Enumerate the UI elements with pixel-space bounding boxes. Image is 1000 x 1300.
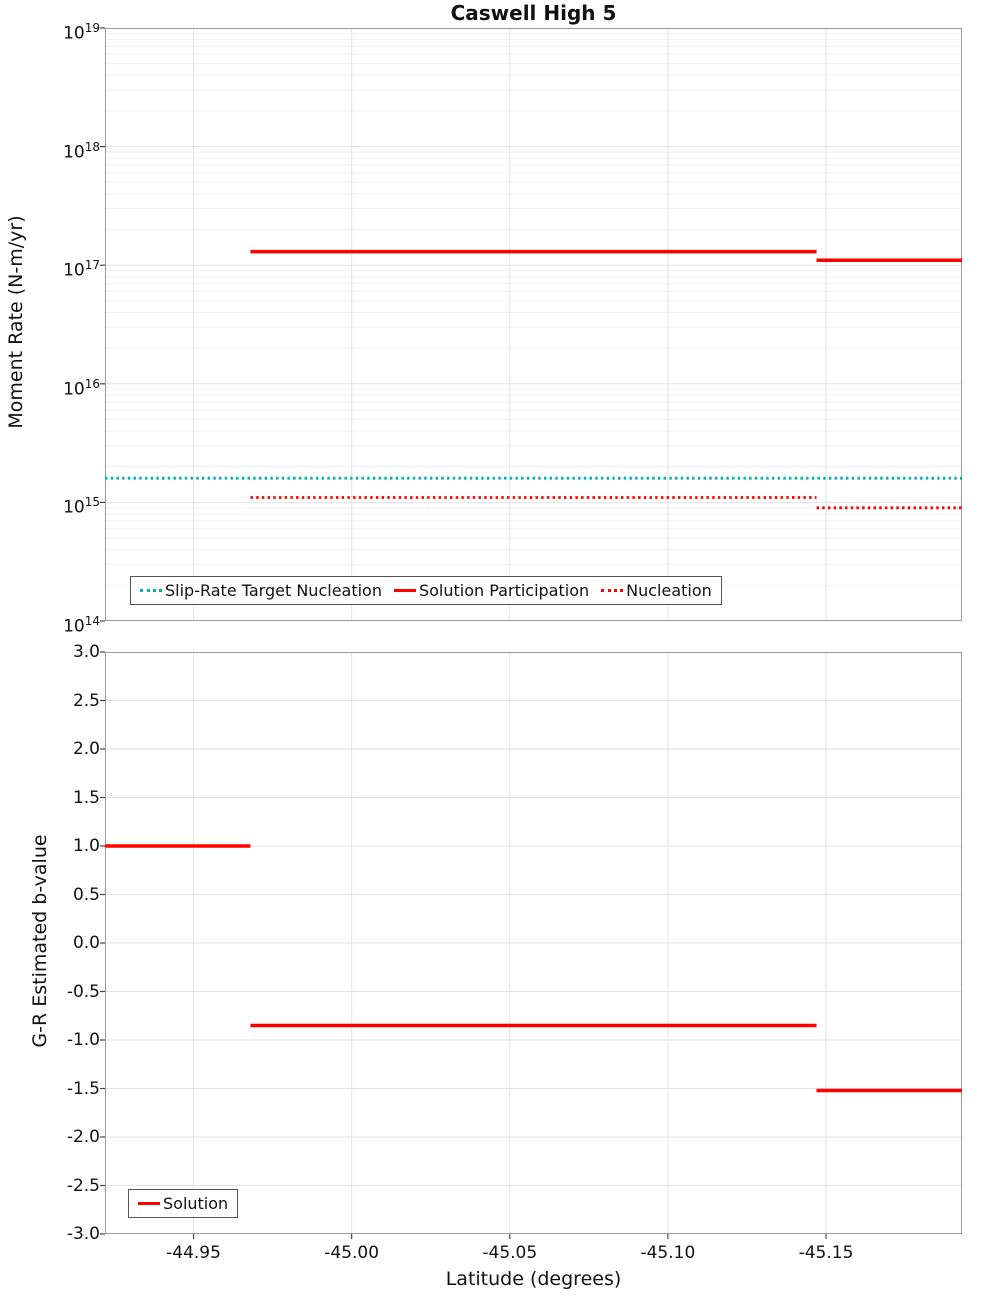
x-tick-label: -45.10 xyxy=(640,1243,696,1263)
x-tick-label: -44.95 xyxy=(166,1243,221,1263)
legend-label-nucleation: Nucleation xyxy=(626,581,712,600)
solution-line-swatch-icon xyxy=(138,1202,160,1205)
y-axis-label-bottom-wrap: G-R Estimated b-value xyxy=(29,834,51,1051)
y-tick-label: 1.5 xyxy=(72,787,100,808)
slip-rate-target-line-swatch-icon xyxy=(140,589,162,592)
legend-item-solution-participation: Solution Participation xyxy=(393,581,590,600)
legend-bottom: Solution xyxy=(128,1189,239,1218)
b-value-chart xyxy=(100,651,962,1239)
x-axis-label: Latitude (degrees) xyxy=(445,1268,622,1290)
y-tick-label: 1017 xyxy=(63,258,100,281)
y-tick-label: -2.5 xyxy=(66,1175,100,1196)
legend-item-nucleation: Nucleation xyxy=(601,581,712,600)
nucleation-line-swatch-icon xyxy=(601,589,624,592)
y-tick-label: -3.0 xyxy=(66,1224,100,1244)
legend-item-slip-rate-target: Slip-Rate Target Nucleation xyxy=(140,581,382,600)
chart-title: Caswell High 5 xyxy=(450,1,617,25)
y-tick-label: 1019 xyxy=(63,21,100,44)
legend-label-solution-participation: Solution Participation xyxy=(418,581,590,600)
solution-participation-line-swatch-icon xyxy=(393,589,416,592)
y-axis-label-moment-rate: Moment Rate (N-m/yr) xyxy=(5,215,27,429)
moment-rate-chart xyxy=(100,27,962,622)
y-tick-label: 3.0 xyxy=(72,642,100,662)
y-axis-label-top-wrap: Moment Rate (N-m/yr) xyxy=(5,215,27,432)
y-axis-label-b-value: G-R Estimated b-value xyxy=(29,834,51,1048)
legend-label-solution: Solution xyxy=(163,1194,229,1213)
y-tick-label: -1.5 xyxy=(66,1078,100,1099)
legend-label-slip-rate-target: Slip-Rate Target Nucleation xyxy=(165,581,382,600)
y-tick-label: 1018 xyxy=(63,139,100,163)
y-tick-label: 1016 xyxy=(63,376,100,400)
legend-item-solution: Solution xyxy=(138,1194,228,1213)
x-tick-label: -45.00 xyxy=(324,1243,380,1263)
x-tick-label: -45.05 xyxy=(482,1243,538,1263)
y-tick-label: -2.0 xyxy=(66,1127,100,1147)
x-tick-label: -45.15 xyxy=(798,1243,854,1263)
plot-border xyxy=(105,652,962,1234)
y-tick-label: 1015 xyxy=(63,495,100,519)
plot-border xyxy=(105,28,962,621)
y-tick-label: 1014 xyxy=(63,614,100,637)
y-tick-label: 2.5 xyxy=(72,690,100,711)
legend-top: Slip-Rate Target Nucleation Solution Par… xyxy=(130,576,722,605)
y-tick-label: 2.0 xyxy=(72,739,100,759)
